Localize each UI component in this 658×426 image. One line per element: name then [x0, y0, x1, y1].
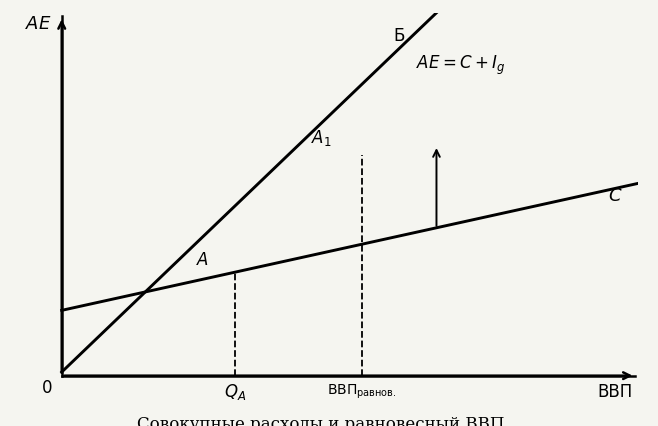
Text: Совокупные расходы и равновесный ВВП: Совокупные расходы и равновесный ВВП [138, 416, 505, 426]
Text: 0: 0 [42, 380, 53, 397]
Text: ВВП$_{\rm равнов.}$: ВВП$_{\rm равнов.}$ [327, 383, 396, 401]
Text: $AE$: $AE$ [26, 14, 52, 33]
Text: $A$: $A$ [197, 250, 209, 268]
Text: $Q_A$: $Q_A$ [224, 382, 246, 402]
Text: ВВП: ВВП [597, 383, 633, 401]
Text: $AE = C + I_g$: $AE = C + I_g$ [417, 54, 505, 77]
Text: $A_1$: $A_1$ [311, 128, 332, 148]
Text: Б: Б [393, 27, 405, 45]
Text: $C$: $C$ [608, 187, 622, 205]
